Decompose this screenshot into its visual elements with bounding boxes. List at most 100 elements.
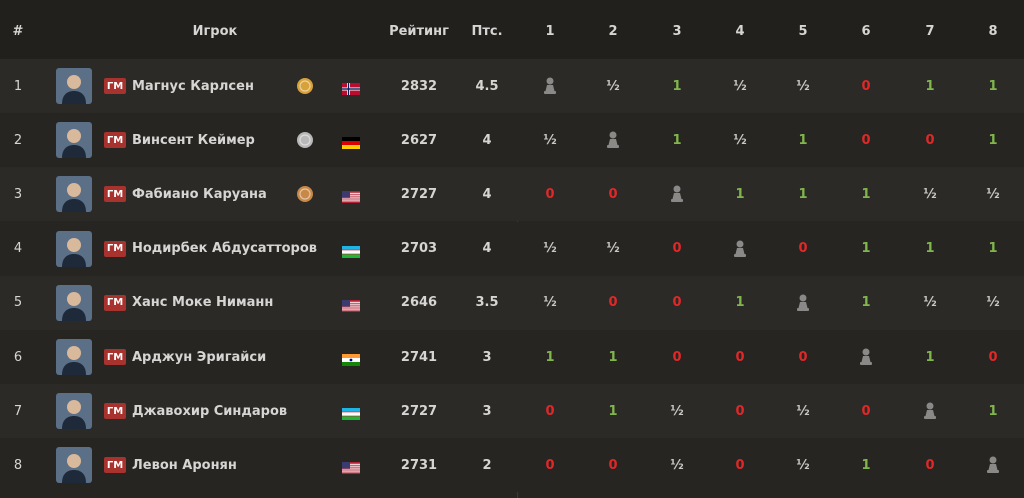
column-header: 3 <box>672 23 682 39</box>
player-name[interactable]: Ханс Моке Ниманн <box>132 295 274 311</box>
title-badge: ГМ <box>104 457 126 474</box>
game-result[interactable]: ½ <box>670 403 684 419</box>
avatar <box>56 393 92 430</box>
player-row[interactable]: 8 ГМ Левон Аронян 2731 2 0 0 ½ 0 ½ 1 0 <box>0 438 1024 493</box>
game-result[interactable]: ½ <box>543 295 557 311</box>
game-result[interactable]: 0 <box>545 403 555 419</box>
game-result[interactable]: 1 <box>988 132 998 148</box>
game-result[interactable]: ½ <box>670 457 684 473</box>
player-name[interactable]: Нодирбек Абдусатторов <box>132 241 318 257</box>
player-row[interactable]: 2 ГМ Винсент Кеймер 2627 4 ½ 1 ½ 1 0 0 1 <box>0 113 1024 168</box>
game-result[interactable]: 0 <box>798 241 808 257</box>
player-row[interactable]: 4 ГМ Нодирбек Абдусатторов 2703 4 ½ ½ 0 0 1 1 1 <box>0 221 1024 276</box>
column-header: 2 <box>608 23 618 39</box>
points: 3 <box>482 403 492 419</box>
game-result[interactable]: 0 <box>608 457 618 473</box>
game-result[interactable]: ½ <box>606 78 620 94</box>
game-result[interactable]: 1 <box>988 403 998 419</box>
game-result[interactable]: ½ <box>796 457 810 473</box>
game-result[interactable]: ½ <box>543 241 557 257</box>
self-pawn-icon <box>732 240 748 258</box>
points: 4 <box>482 241 492 257</box>
title-badge: ГМ <box>104 78 126 94</box>
avatar <box>56 447 92 484</box>
game-result[interactable]: ½ <box>733 78 747 94</box>
avatar <box>56 339 92 375</box>
player-row[interactable]: 7 ГМ Джавохир Синдаров 2727 3 0 1 ½ 0 ½ 0 1 <box>0 384 1024 439</box>
game-result[interactable]: 0 <box>925 457 935 473</box>
game-result[interactable]: 0 <box>608 186 618 202</box>
game-result[interactable]: 1 <box>608 403 618 419</box>
game-result[interactable]: ½ <box>986 186 1000 202</box>
game-result[interactable]: 1 <box>925 349 935 365</box>
title-badge: ГМ <box>104 294 126 311</box>
player-row[interactable]: 5 ГМ Ханс Моке Ниманн 2646 3.5 ½ 0 0 1 1 ½ ½ <box>0 275 1024 330</box>
game-result[interactable]: 1 <box>861 457 871 473</box>
player-name[interactable]: Винсент Кеймер <box>132 132 255 148</box>
avatar <box>56 68 92 104</box>
game-result[interactable]: ½ <box>733 132 747 148</box>
game-result[interactable]: 1 <box>925 78 935 94</box>
rating: 2627 <box>400 132 438 148</box>
game-result[interactable]: 1 <box>988 78 998 94</box>
game-result[interactable]: 0 <box>672 349 682 365</box>
game-result[interactable]: 1 <box>545 349 555 365</box>
player-name[interactable]: Фабиано Каруана <box>132 186 267 202</box>
game-result[interactable]: 0 <box>861 78 871 94</box>
game-result[interactable]: ½ <box>796 78 810 94</box>
game-result[interactable]: ½ <box>923 295 937 311</box>
game-result[interactable]: 0 <box>672 241 682 257</box>
game-result[interactable]: 0 <box>925 132 935 148</box>
game-result[interactable]: 1 <box>988 241 998 257</box>
game-result[interactable]: ½ <box>543 132 557 148</box>
game-result[interactable]: 0 <box>735 403 745 419</box>
game-result[interactable]: 1 <box>735 186 745 202</box>
game-result[interactable]: ½ <box>796 403 810 419</box>
player-name[interactable]: Левон Аронян <box>132 457 237 473</box>
player-name[interactable]: Магнус Карлсен <box>132 78 254 94</box>
game-result[interactable]: ½ <box>606 241 620 257</box>
game-result[interactable]: 1 <box>861 186 871 202</box>
player-name[interactable]: Арджун Эригайси <box>132 349 267 365</box>
game-result[interactable]: ½ <box>923 186 937 202</box>
game-result[interactable]: 0 <box>988 349 998 365</box>
game-result[interactable]: 1 <box>925 241 935 257</box>
game-result[interactable]: 0 <box>861 132 871 148</box>
game-result[interactable]: ½ <box>986 295 1000 311</box>
game-result[interactable]: 0 <box>861 403 871 419</box>
game-result[interactable]: 1 <box>608 349 618 365</box>
game-result[interactable]: 1 <box>672 78 682 94</box>
rating: 2731 <box>400 457 438 473</box>
self-pawn-icon <box>922 402 938 420</box>
player-row[interactable]: 3 ГМ Фабиано Каруана 2727 4 0 0 1 1 1 ½ ½ <box>0 167 1024 222</box>
game-result[interactable]: 0 <box>798 349 808 365</box>
game-result[interactable]: 1 <box>798 132 808 148</box>
game-result[interactable]: 0 <box>672 295 682 311</box>
medal-icon <box>296 185 314 203</box>
flag-icon <box>342 297 360 312</box>
game-result[interactable]: 0 <box>545 186 555 202</box>
game-result[interactable]: 1 <box>861 241 871 257</box>
points: 3 <box>482 349 492 365</box>
player-row[interactable]: 6 ГМ Арджун Эригайси 2741 3 1 1 0 0 0 1 0 <box>0 330 1024 384</box>
rank: 5 <box>13 295 23 311</box>
game-result[interactable]: 1 <box>798 186 808 202</box>
game-result[interactable]: 1 <box>861 295 871 311</box>
flag-icon <box>342 134 360 150</box>
player-name[interactable]: Джавохир Синдаров <box>132 403 288 419</box>
game-result[interactable]: 0 <box>608 295 618 311</box>
game-result[interactable]: 1 <box>735 295 745 311</box>
player-row[interactable]: 1 ГМ Магнус Карлсен 2832 4.5 ½ 1 ½ ½ 0 1 1 <box>0 59 1024 113</box>
rank: 3 <box>13 186 23 202</box>
game-result[interactable]: 1 <box>672 132 682 148</box>
avatar <box>56 230 92 267</box>
column-header: Птс. <box>471 23 503 39</box>
header-row: # Игрок Рейтинг Птс. 1 2 3 4 5 6 7 8 <box>0 0 1024 62</box>
column-header: Игрок <box>192 23 238 39</box>
game-result[interactable]: 0 <box>545 457 555 473</box>
column-header: 5 <box>798 23 808 39</box>
game-result[interactable]: 0 <box>735 349 745 365</box>
title-badge: ГМ <box>104 240 126 257</box>
rank: 1 <box>13 78 23 94</box>
game-result[interactable]: 0 <box>735 457 745 473</box>
